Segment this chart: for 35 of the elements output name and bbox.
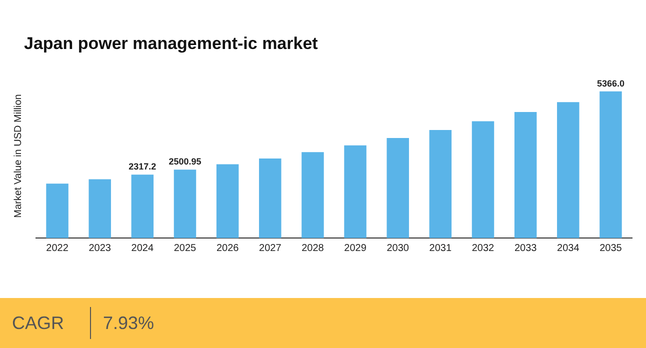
bar <box>514 112 537 238</box>
x-tick-label: 2026 <box>216 242 240 254</box>
bar <box>386 138 409 238</box>
chart-title: Japan power management-ic market <box>24 34 318 54</box>
x-tick-label: 2030 <box>386 242 410 254</box>
bar <box>302 152 324 238</box>
bar <box>472 121 494 238</box>
x-tick-label: 2033 <box>514 242 538 254</box>
bar <box>88 179 111 238</box>
bar <box>131 174 154 238</box>
x-tick-label: 2034 <box>557 242 580 254</box>
bar <box>344 145 366 238</box>
x-tick-label: 2035 <box>600 242 622 254</box>
bar <box>46 184 68 238</box>
x-tick-label: 2028 <box>302 242 324 254</box>
x-tick-label: 2027 <box>259 242 282 254</box>
x-tick-label: 2032 <box>472 242 495 254</box>
x-tick-label: 2022 <box>46 242 69 254</box>
x-tick-label: 2023 <box>88 242 112 254</box>
data-label: 5366.0 <box>596 78 624 88</box>
bar <box>174 170 196 238</box>
y-axis-title: Market Value in USD Million <box>12 94 24 218</box>
text: CAGR <box>11 312 66 334</box>
x-tick-label: 2029 <box>344 242 367 254</box>
bar <box>216 164 239 238</box>
bar <box>557 102 580 238</box>
x-tick-label: 2025 <box>174 242 197 254</box>
data-label: 2317.2 <box>128 162 156 172</box>
text: 7.93% <box>103 312 154 334</box>
x-tick-label: 2031 <box>429 242 452 254</box>
data-label: 2500.95 <box>168 156 202 167</box>
bar <box>600 91 622 238</box>
bar <box>429 130 452 238</box>
x-tick-label: 2024 <box>131 242 154 254</box>
bar <box>259 158 282 238</box>
